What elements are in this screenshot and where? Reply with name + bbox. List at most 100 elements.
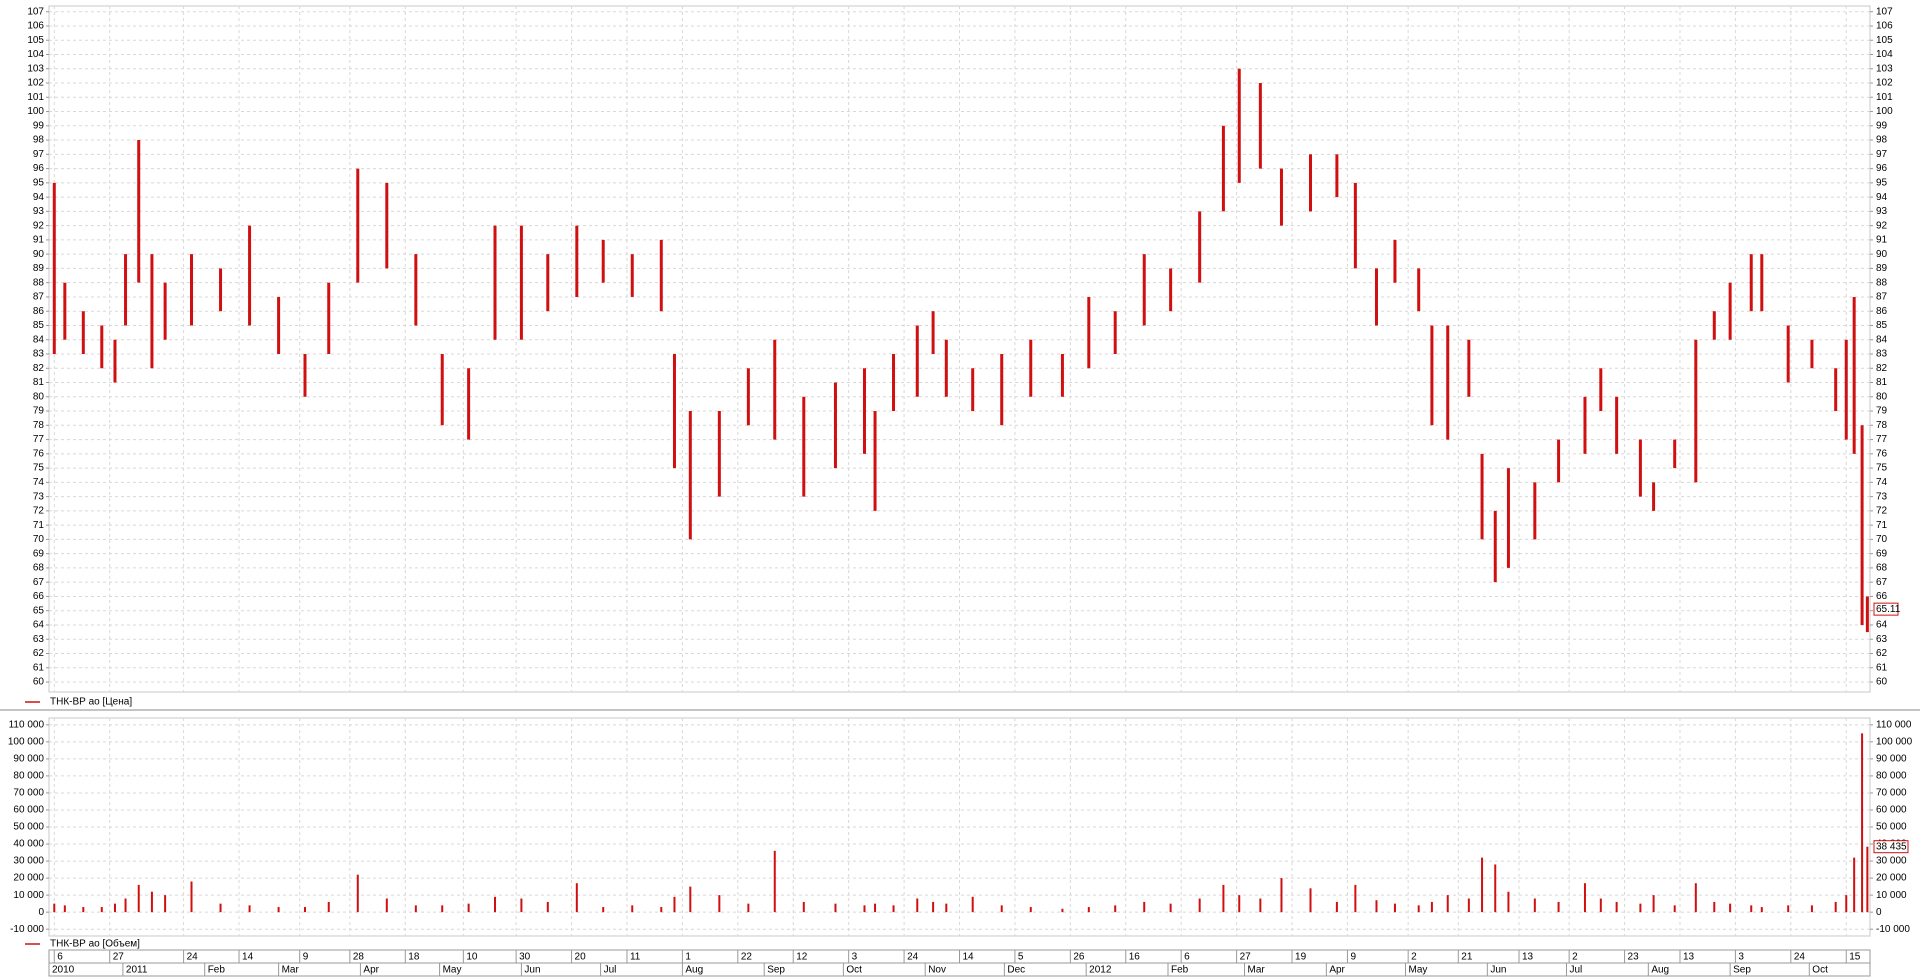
volume-bar — [356, 874, 359, 913]
y-tick-label-right: 103 — [1876, 63, 1893, 74]
volume-bar — [834, 903, 837, 913]
y-tick-label-right: 61 — [1876, 662, 1888, 673]
volume-bar — [63, 905, 66, 913]
volume-bar — [1061, 908, 1064, 913]
x-major-tick-label: 2011 — [126, 965, 148, 976]
volume-bar — [863, 905, 866, 913]
y-tick-label-right: 0 — [1876, 907, 1882, 918]
y-tick-label-right: 78 — [1876, 420, 1888, 431]
volume-bar — [1198, 898, 1201, 913]
x-tick-label: 5 — [1018, 952, 1024, 963]
y-tick-label: 87 — [33, 292, 45, 303]
y-tick-label-right: 67 — [1876, 577, 1888, 588]
x-tick-label: 15 — [1849, 952, 1861, 963]
y-tick-label: 72 — [33, 506, 45, 517]
y-tick-label: 60 — [33, 677, 45, 688]
y-tick-label: 95 — [33, 177, 45, 188]
x-tick-label: 9 — [1350, 952, 1356, 963]
y-tick-label: 78 — [33, 420, 45, 431]
volume-bar — [802, 901, 805, 913]
y-tick-label: 10 000 — [13, 890, 44, 901]
y-tick-label: 90 — [33, 249, 45, 260]
y-tick-label-right: 60 000 — [1876, 805, 1907, 816]
x-tick-label: 20 — [575, 952, 587, 963]
x-major-tick-label: Sep — [767, 965, 785, 976]
volume-bar — [1750, 905, 1753, 913]
volume-bar — [718, 895, 721, 913]
volume-bar — [494, 896, 497, 913]
x-major-tick-label: Feb — [1171, 965, 1189, 976]
volume-bar — [673, 896, 676, 913]
y-tick-label-right: 84 — [1876, 334, 1888, 345]
y-tick-label-right: 107 — [1876, 6, 1893, 17]
y-tick-label: 97 — [33, 149, 45, 160]
x-tick-label: 13 — [1683, 952, 1695, 963]
y-tick-label-right: 77 — [1876, 434, 1888, 445]
y-tick-label-right: 62 — [1876, 648, 1888, 659]
y-tick-label: 75 — [33, 463, 45, 474]
volume-bar — [1845, 895, 1848, 913]
y-tick-label-right: 30 000 — [1876, 856, 1907, 867]
volume-bar — [150, 891, 153, 913]
y-tick-label-right: 89 — [1876, 263, 1888, 274]
y-tick-label-right: 50 000 — [1876, 822, 1907, 833]
x-major-tick-label: Jun — [524, 965, 540, 976]
volume-bar — [1760, 907, 1763, 913]
volume-bar — [1375, 900, 1378, 913]
x-major-tick-label: Jul — [604, 965, 617, 976]
x-tick-label: 26 — [1073, 952, 1085, 963]
x-tick-label: 12 — [796, 952, 808, 963]
volume-bar — [53, 903, 56, 913]
y-tick-label-right: -10 000 — [1876, 924, 1910, 935]
volume-bar — [303, 907, 306, 913]
volume-bar — [1143, 901, 1146, 913]
x-major-tick-label: Apr — [1329, 965, 1345, 976]
x-tick-label: 1 — [685, 952, 691, 963]
volume-bar — [892, 905, 895, 913]
y-tick-label-right: 10 000 — [1876, 890, 1907, 901]
y-tick-label-right: 91 — [1876, 235, 1888, 246]
volume-bar — [1087, 907, 1090, 913]
y-tick-label: 79 — [33, 406, 45, 417]
x-major-tick-label: Dec — [1007, 965, 1025, 976]
volume-bar — [773, 850, 776, 913]
y-tick-label: 61 — [33, 662, 45, 673]
y-tick-label-right: 70 — [1876, 534, 1888, 545]
x-tick-label: 22 — [741, 952, 753, 963]
y-tick-label: 91 — [33, 235, 45, 246]
x-tick-label: 14 — [242, 952, 254, 963]
volume-bar — [1673, 905, 1676, 913]
y-tick-label: 89 — [33, 263, 45, 274]
y-tick-label-right: 92 — [1876, 220, 1888, 231]
volume-bar — [1222, 884, 1225, 913]
y-tick-label: 110 000 — [9, 719, 45, 730]
y-tick-label: 70 000 — [13, 788, 44, 799]
volume-bar — [1713, 901, 1716, 913]
x-major-tick-label: Oct — [846, 965, 862, 976]
y-tick-label-right: 105 — [1876, 35, 1893, 46]
y-tick-label: 80 000 — [13, 771, 44, 782]
legend-label: ТНК-ВР ао [Цена] — [50, 697, 132, 708]
volume-bar — [1787, 905, 1790, 913]
volume-bar — [1639, 903, 1642, 913]
y-tick-label: 84 — [33, 334, 45, 345]
volume-bar — [248, 905, 251, 913]
volume-bar — [100, 907, 103, 913]
y-tick-label-right: 81 — [1876, 377, 1888, 388]
volume-bar — [1853, 857, 1856, 913]
y-tick-label: 100 — [27, 106, 44, 117]
y-tick-label: 100 000 — [8, 736, 45, 747]
x-tick-label: 3 — [852, 952, 858, 963]
last-value-box — [1873, 840, 1909, 854]
volume-bar — [124, 898, 127, 913]
volume-bar — [1866, 846, 1869, 913]
y-tick-label-right: 70 000 — [1876, 788, 1907, 799]
y-tick-label-right: 88 — [1876, 277, 1888, 288]
y-tick-label-right: 93 — [1876, 206, 1888, 217]
volume-bar — [932, 901, 935, 913]
volume-bar — [660, 907, 663, 913]
y-tick-label: 81 — [33, 377, 45, 388]
y-tick-label-right: 90 — [1876, 249, 1888, 260]
y-tick-label: 71 — [33, 520, 45, 531]
